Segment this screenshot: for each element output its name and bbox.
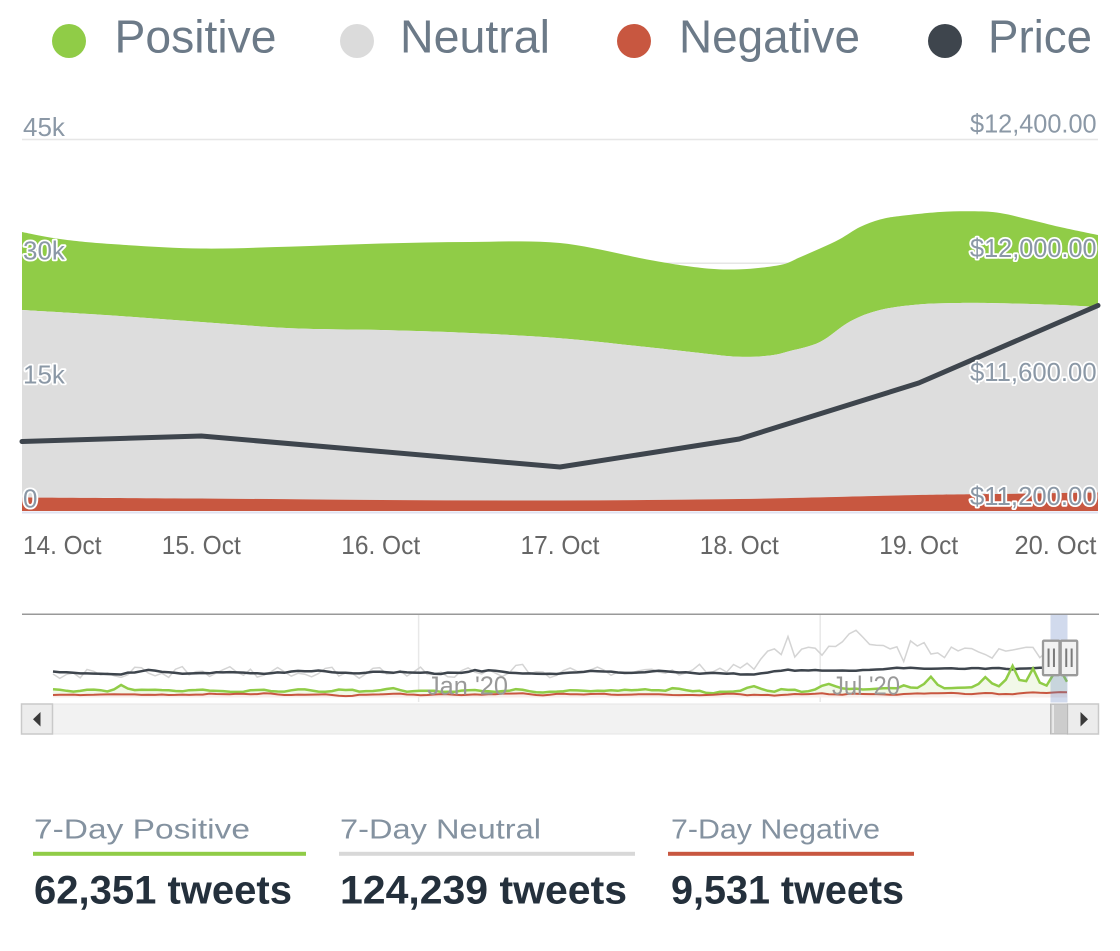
svg-text:$12,000.00: $12,000.00	[970, 233, 1097, 263]
svg-text:9,531 tweets: 9,531 tweets	[671, 869, 904, 913]
svg-text:17. Oct: 17. Oct	[521, 530, 601, 560]
svg-text:15. Oct: 15. Oct	[162, 530, 242, 560]
svg-text:$11,200.00: $11,200.00	[970, 481, 1097, 511]
svg-text:124,239 tweets: 124,239 tweets	[340, 869, 627, 913]
svg-text:16. Oct: 16. Oct	[341, 530, 421, 560]
svg-text:7-Day Neutral: 7-Day Neutral	[340, 814, 541, 845]
svg-text:Jan '20: Jan '20	[427, 671, 508, 701]
svg-text:Jul '20: Jul '20	[832, 671, 900, 701]
svg-text:$11,600.00: $11,600.00	[970, 357, 1097, 387]
svg-text:19. Oct: 19. Oct	[879, 530, 959, 560]
svg-text:20. Oct: 20. Oct	[1015, 530, 1098, 560]
svg-text:7-Day Positive: 7-Day Positive	[34, 814, 250, 845]
svg-text:30k: 30k	[23, 235, 66, 265]
svg-text:15k: 15k	[23, 360, 66, 390]
svg-text:62,351 tweets: 62,351 tweets	[34, 869, 292, 913]
svg-text:14. Oct: 14. Oct	[23, 530, 102, 560]
svg-text:Positive: Positive	[115, 11, 277, 63]
svg-text:$12,400.00: $12,400.00	[970, 109, 1097, 139]
svg-text:Neutral: Neutral	[400, 11, 550, 63]
svg-text:45k: 45k	[23, 112, 66, 142]
svg-text:Negative: Negative	[679, 11, 860, 63]
svg-text:7-Day Negative: 7-Day Negative	[671, 814, 880, 845]
svg-text:0: 0	[23, 484, 37, 514]
svg-text:18. Oct: 18. Oct	[700, 530, 780, 560]
svg-text:Price: Price	[988, 11, 1092, 63]
